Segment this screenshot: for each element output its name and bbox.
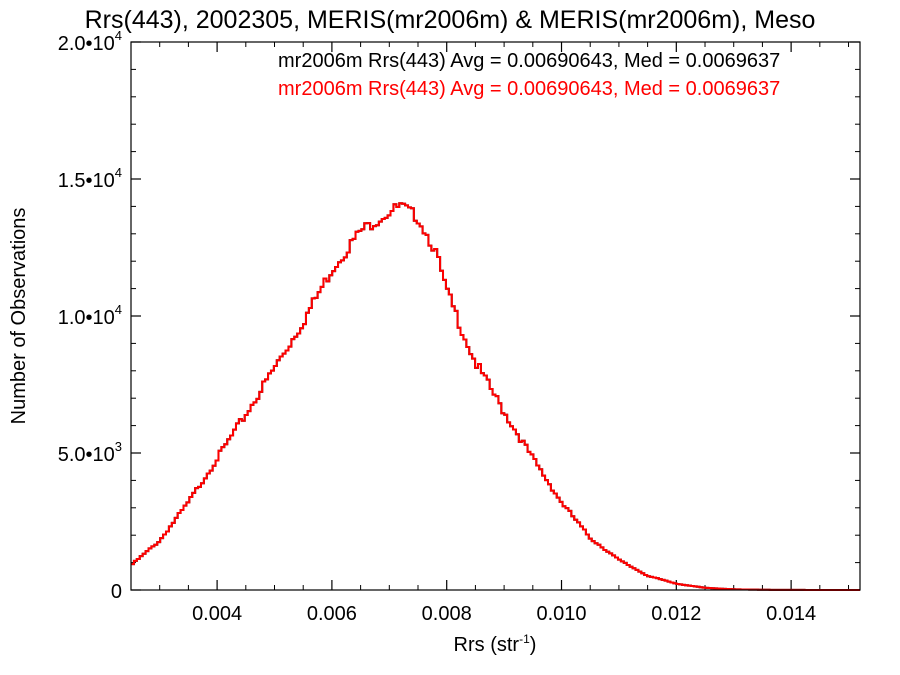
plot-frame bbox=[130, 41, 861, 591]
x-axis-label: Rrs (str-1) bbox=[454, 632, 537, 656]
y-tick-label: 1.0•104 bbox=[58, 302, 122, 329]
x-axis-label-main: Rrs (str bbox=[454, 634, 520, 656]
y-tick-exponent: 4 bbox=[115, 302, 122, 317]
y-tick-mantissa: 5.0•10 bbox=[58, 444, 115, 466]
x-tick-label: 0.014 bbox=[766, 603, 816, 625]
chart-title: Rrs(443), 2002305, MERIS(mr2006m) & MERI… bbox=[85, 6, 816, 34]
y-tick-label: 1.5•104 bbox=[58, 165, 122, 192]
x-axis-label-close: ) bbox=[530, 634, 537, 656]
legend-entry-black: mr2006m Rrs(443) Avg = 0.00690643, Med =… bbox=[278, 50, 780, 72]
y-tick-label: 0 bbox=[111, 581, 122, 603]
x-axis-label-exponent: -1 bbox=[519, 632, 530, 646]
x-tick-label: 0.010 bbox=[536, 603, 586, 625]
y-tick-mantissa: 2.0•10 bbox=[58, 33, 115, 55]
x-axis-ticks: 0.004 0.006 0.008 0.010 0.012 0.014 bbox=[159, 42, 850, 625]
x-tick-label: 0.008 bbox=[422, 603, 472, 625]
y-tick-exponent: 4 bbox=[115, 165, 122, 180]
x-tick-label: 0.004 bbox=[192, 603, 242, 625]
x-tick-label: 0.012 bbox=[651, 603, 701, 625]
y-axis-label: Number of Observations bbox=[8, 208, 30, 425]
y-tick-mantissa: 0 bbox=[111, 581, 122, 603]
legend: mr2006m Rrs(443) Avg = 0.00690643, Med =… bbox=[278, 50, 780, 100]
y-tick-mantissa: 1.5•10 bbox=[58, 170, 115, 192]
histogram-series-red bbox=[131, 202, 860, 591]
y-tick-label: 2.0•104 bbox=[58, 28, 122, 55]
y-tick-label: 5.0•103 bbox=[58, 439, 122, 466]
y-tick-mantissa: 1.0•10 bbox=[58, 307, 115, 329]
legend-entry-red: mr2006m Rrs(443) Avg = 0.00690643, Med =… bbox=[278, 78, 780, 100]
y-tick-exponent: 3 bbox=[115, 439, 122, 454]
x-tick-label: 0.006 bbox=[307, 603, 357, 625]
y-tick-exponent: 4 bbox=[115, 28, 122, 43]
